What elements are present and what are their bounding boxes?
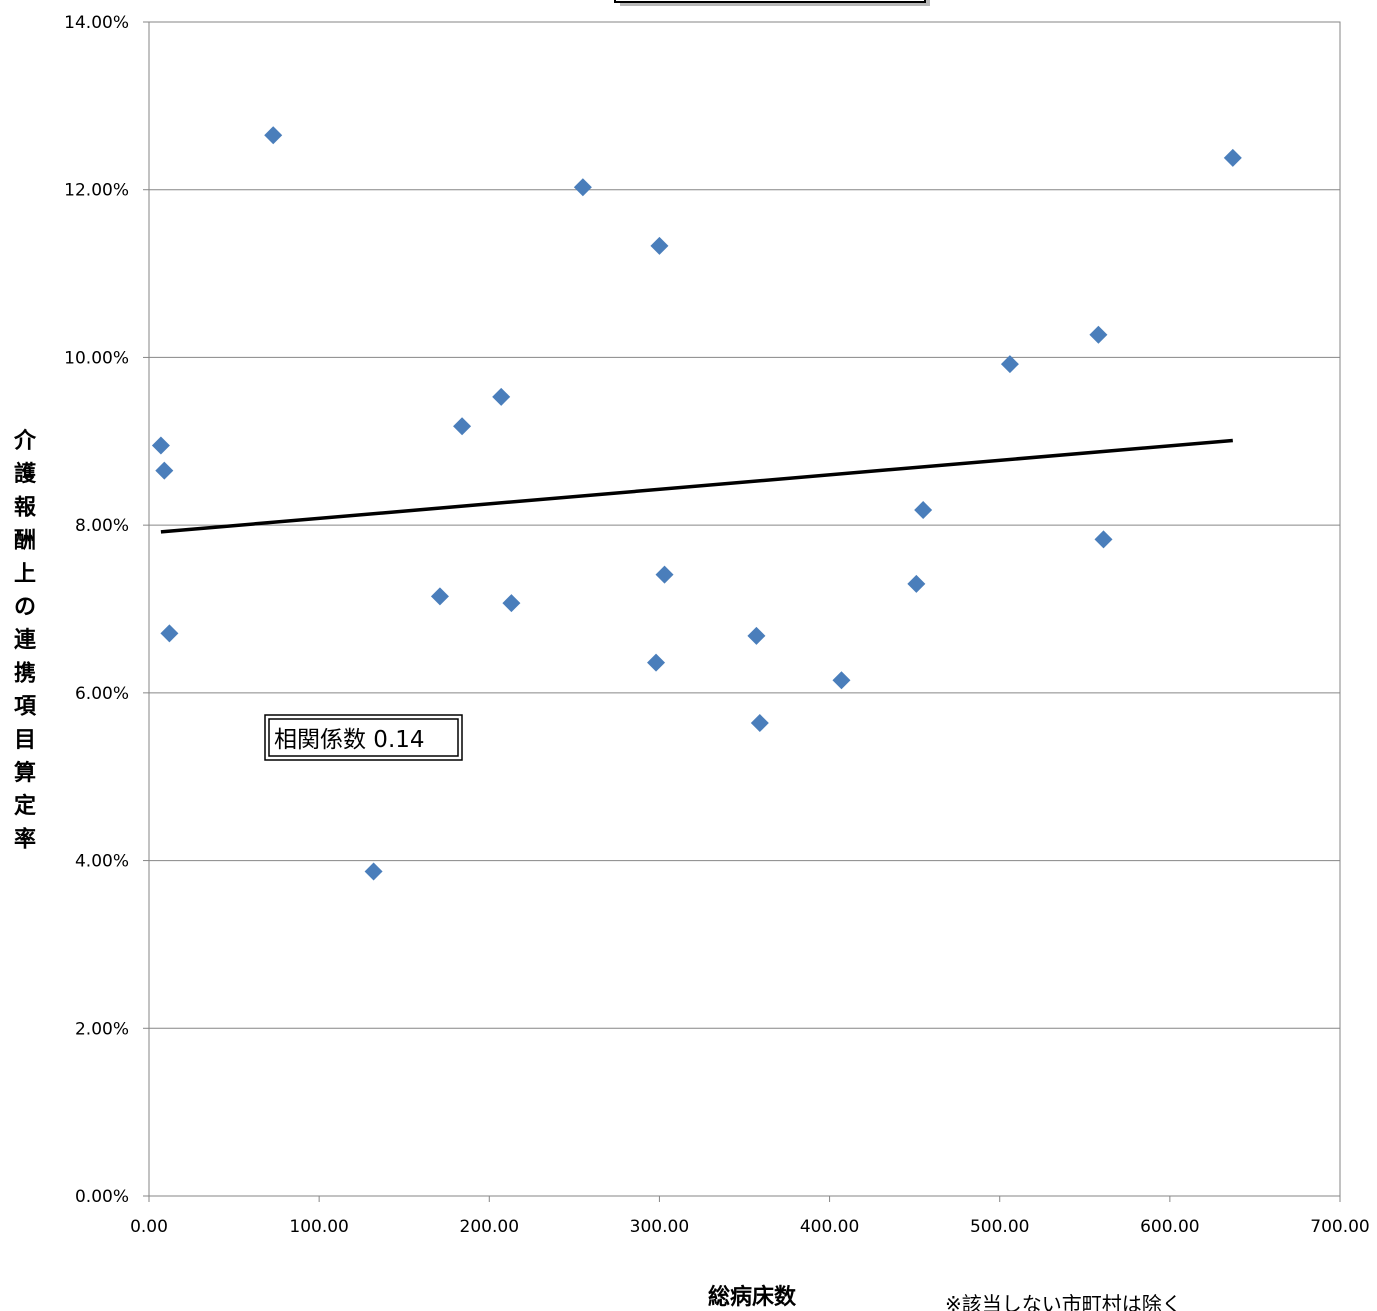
- data-point: [650, 236, 669, 255]
- correlation-box: 相関係数 0.14: [264, 714, 463, 761]
- y-axis-label-char: 報: [14, 494, 37, 520]
- y-axis-label-char: 上: [14, 562, 36, 587]
- y-axis-label-char: 酬: [14, 529, 36, 554]
- x-axis-label: 総病床数: [708, 1284, 797, 1310]
- data-point: [655, 565, 674, 584]
- y-axis-label-char: 護: [14, 461, 37, 487]
- data-point: [832, 671, 851, 690]
- data-point: [502, 594, 521, 613]
- x-tick-label: 300.00: [630, 1217, 689, 1237]
- x-tick-label: 600.00: [1140, 1217, 1199, 1237]
- y-axis: 0.00% 2.00% 4.00% 6.00% 8.00% 10.00% 12.00% 14.…: [64, 13, 149, 1207]
- data-point: [264, 126, 283, 145]
- y-axis-label-char: 連: [14, 628, 37, 653]
- data-point: [492, 387, 511, 406]
- y-tick-label: 10.00%: [64, 348, 129, 368]
- y-tick-label: 8.00%: [75, 516, 129, 536]
- data-point: [907, 574, 926, 593]
- data-point: [453, 417, 472, 436]
- data-point: [1089, 325, 1108, 344]
- y-tick-label: 14.00%: [64, 13, 129, 33]
- y-axis-label-char: 定: [14, 793, 36, 819]
- data-point: [573, 178, 592, 197]
- y-tick-label: 2.00%: [75, 1019, 129, 1039]
- data-point: [155, 461, 174, 480]
- x-tick-label: 400.00: [800, 1217, 859, 1237]
- data-point: [1000, 355, 1019, 374]
- data-point: [747, 626, 766, 645]
- y-tick-label: 12.00%: [64, 181, 129, 201]
- y-axis-label-char: 率: [14, 826, 36, 852]
- y-axis-label-char: 介: [13, 428, 37, 454]
- y-axis-label-char: 携: [14, 660, 36, 686]
- y-axis-label-char: 目: [14, 728, 36, 753]
- data-point: [647, 653, 666, 672]
- data-point: [914, 501, 933, 520]
- y-tick-label: 0.00%: [75, 1187, 129, 1207]
- y-axis-label-char: 項: [14, 695, 37, 720]
- data-point: [750, 714, 769, 733]
- x-axis: 0.00 100.00 200.00 300.00 400.00 500.00 600.00…: [130, 1196, 1370, 1237]
- y-tick-label: 4.00%: [75, 852, 129, 872]
- plot-area: [148, 21, 1341, 1197]
- x-tick-label: 500.00: [970, 1217, 1029, 1237]
- data-points: [151, 126, 1242, 881]
- data-point: [160, 624, 179, 643]
- x-tick-label: 100.00: [289, 1217, 348, 1237]
- x-tick-label: 0.00: [130, 1217, 168, 1237]
- trendline: [160, 438, 1233, 534]
- exclusion-note: ※該当しない市町村は除く: [945, 1292, 1182, 1311]
- grid-lines: [149, 21, 1340, 1197]
- x-tick-label: 200.00: [460, 1217, 519, 1237]
- y-axis-label-char: 算: [14, 760, 36, 786]
- data-point: [1223, 148, 1242, 167]
- data-point: [1094, 530, 1113, 549]
- x-tick-label: 700.00: [1310, 1217, 1369, 1237]
- y-tick-label: 6.00%: [75, 684, 129, 704]
- data-point: [430, 587, 449, 606]
- correlation-label: 相関係数 0.14: [274, 727, 425, 753]
- data-point: [364, 862, 383, 881]
- title-box-fragment: [614, 0, 930, 6]
- data-point: [151, 436, 170, 455]
- y-axis-label-char: の: [14, 595, 36, 620]
